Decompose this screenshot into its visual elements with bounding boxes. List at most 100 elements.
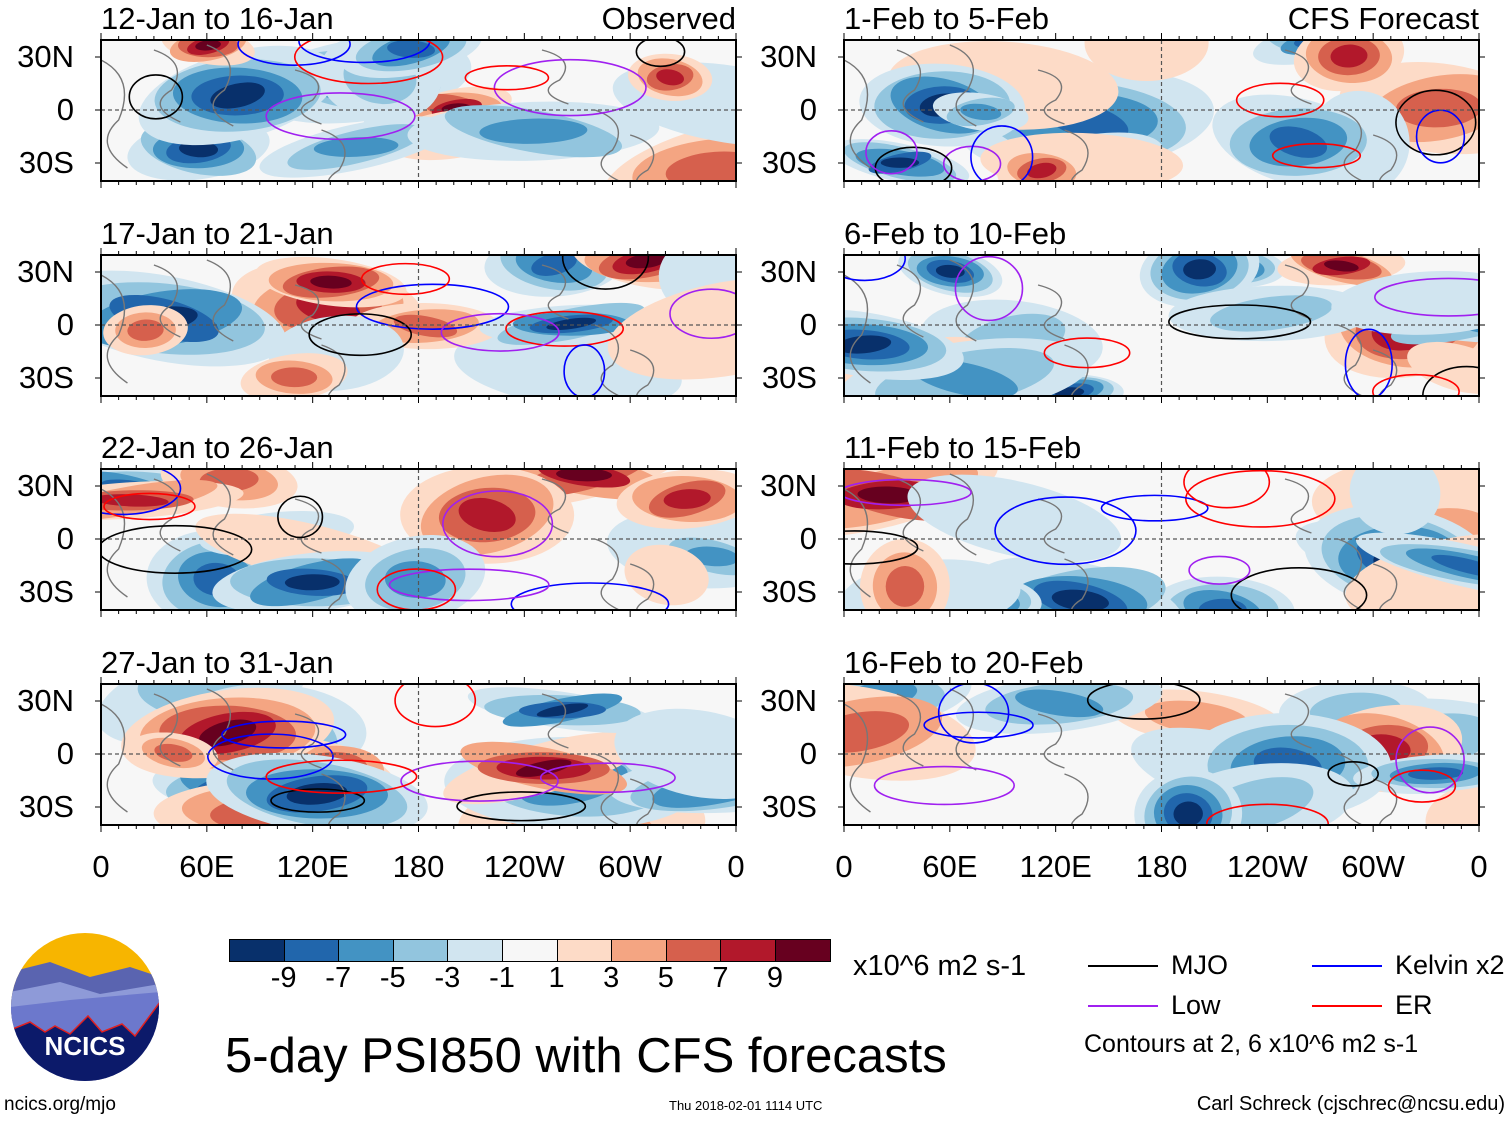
colorbar-label: 1 — [548, 962, 565, 994]
lat-tick-label: 30S — [18, 360, 74, 395]
map-panel — [838, 677, 1485, 832]
contour-line — [101, 524, 253, 574]
lon-tick-label: 0 — [835, 849, 853, 884]
contour-line — [1043, 337, 1131, 369]
lat-tick-label: 0 — [56, 307, 74, 342]
website-link[interactable]: ncics.org/mjo — [4, 1094, 116, 1115]
contour-line — [1230, 567, 1368, 610]
contour-line — [293, 40, 444, 85]
positive-anomaly — [1293, 40, 1405, 92]
lat-tick-label: 0 — [799, 736, 817, 771]
map-panel — [95, 462, 742, 617]
negative-anomaly — [259, 116, 453, 178]
map-panel — [95, 248, 742, 403]
ncics-logo: NCICS — [11, 933, 159, 1081]
colorbar-label: 9 — [766, 962, 784, 994]
contour-line — [1184, 469, 1336, 528]
lat-tick-label: 30N — [760, 683, 817, 718]
negative-anomaly — [1139, 255, 1260, 308]
lat-tick-label: 0 — [56, 736, 74, 771]
negative-anomaly — [1168, 285, 1374, 342]
lat-tick-label: 30S — [761, 360, 817, 395]
lon-tick-label: 120E — [1019, 849, 1092, 884]
colorbar-label: -7 — [325, 962, 352, 994]
lon-tick-label: 60E — [922, 849, 978, 884]
colorbar-swatch — [284, 940, 340, 961]
lat-tick-label: 0 — [799, 521, 817, 556]
contour-line — [563, 344, 606, 396]
map-panel — [95, 677, 742, 832]
lat-tick-label: 0 — [56, 92, 74, 127]
positive-anomaly — [607, 277, 736, 380]
coastlines — [844, 259, 1398, 396]
contour-line — [937, 684, 1010, 744]
coastlines — [101, 44, 655, 181]
colorbar-swatch — [502, 940, 558, 961]
legend-line-er — [1312, 1005, 1382, 1007]
panel-source-label: Observed — [601, 1, 736, 36]
contour-line — [270, 788, 366, 813]
lat-tick-label: 30N — [17, 683, 74, 718]
colorbar-swatch — [230, 940, 285, 961]
lon-tick-label: 60W — [1341, 849, 1406, 884]
contour-line — [844, 530, 919, 565]
contour-line — [1183, 469, 1271, 509]
negative-anomaly — [467, 687, 658, 733]
contour-line — [510, 582, 670, 610]
negative-anomaly — [407, 101, 660, 161]
lat-tick-label: 30S — [761, 789, 817, 824]
contour-line — [923, 711, 1034, 739]
map-panel — [838, 248, 1485, 403]
colorbar-label: 5 — [657, 962, 674, 994]
colorbar-units: x10^6 m2 s-1 — [853, 950, 1027, 982]
contour-line — [464, 65, 550, 91]
panel-title: 1-Feb to 5-Feb — [844, 1, 1050, 36]
lon-tick-label: 0 — [727, 849, 745, 884]
contour-line — [505, 310, 625, 347]
contour-line — [844, 255, 906, 282]
contour-line — [1271, 142, 1362, 169]
contour-line — [669, 288, 736, 340]
contour-line — [1188, 555, 1251, 585]
contour-line — [1235, 82, 1325, 118]
panel-title: 6-Feb to 10-Feb — [844, 216, 1067, 251]
lat-tick-label: 0 — [799, 92, 817, 127]
contour-line — [1395, 89, 1477, 156]
contour-line — [277, 495, 324, 539]
contour-line — [493, 58, 647, 117]
legend-label: MJO — [1171, 950, 1228, 980]
positive-anomaly — [1277, 255, 1406, 287]
negative-anomaly — [340, 40, 482, 79]
contour-line — [994, 496, 1137, 566]
lon-tick-label: 60E — [179, 849, 235, 884]
contour-line — [237, 40, 351, 66]
colorbar-swatch — [775, 940, 830, 961]
contour-line — [1327, 761, 1379, 787]
contour-line — [1344, 328, 1393, 396]
lat-tick-label: 30N — [760, 468, 817, 503]
positive-anomaly — [443, 732, 645, 805]
lon-tick-label: 180 — [392, 849, 445, 884]
lon-tick-label: 120E — [276, 849, 349, 884]
panel-title: 22-Jan to 26-Jan — [101, 430, 334, 465]
lat-tick-label: 30S — [18, 145, 74, 180]
panel-source-label: CFS Forecast — [1287, 1, 1479, 36]
colorbar-label: -3 — [434, 962, 461, 994]
contour-line — [456, 791, 587, 822]
positive-anomaly — [997, 147, 1087, 181]
colorbar — [229, 939, 831, 962]
contour-line — [394, 684, 477, 728]
colorbar-label: -5 — [379, 962, 406, 994]
logo-text: NCICS — [45, 1031, 126, 1061]
positive-anomaly — [628, 53, 713, 101]
negative-anomaly — [484, 255, 624, 297]
contour-line — [388, 568, 550, 602]
contour-line — [1374, 277, 1479, 317]
negative-anomaly — [1349, 469, 1441, 535]
contour-line — [265, 92, 416, 141]
colorbar-swatch — [557, 940, 613, 961]
negative-anomaly — [206, 752, 428, 825]
panel-title: 12-Jan to 16-Jan — [101, 1, 334, 36]
contour-line — [873, 765, 1015, 806]
contour-line — [561, 255, 650, 290]
